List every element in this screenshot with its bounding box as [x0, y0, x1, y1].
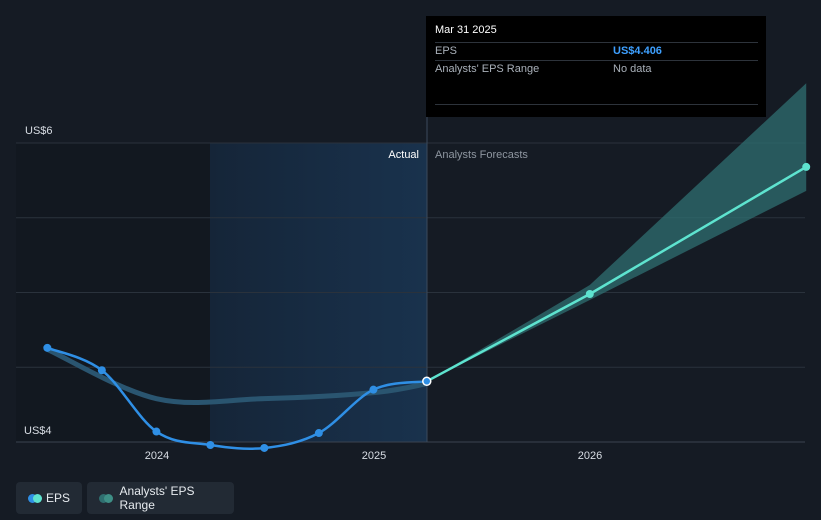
forecast-label: Analysts Forecasts: [435, 149, 528, 161]
eps-point: [314, 429, 323, 438]
tooltip-panel: Mar 31 2025 EPS US$4.406 Analysts' EPS R…: [426, 16, 766, 117]
x-tick-2026: 2026: [578, 450, 602, 462]
y-label-top: US$6: [25, 125, 53, 137]
tooltip-row-range: Analysts' EPS Range No data: [435, 60, 758, 78]
range-legend-icon: [99, 493, 113, 503]
legend-dot-primary: [99, 493, 108, 503]
legend-dot-secondary: [33, 493, 42, 503]
eps-point: [369, 385, 378, 394]
tooltip-eps-label: EPS: [435, 45, 458, 57]
legend-eps-range[interactable]: Analysts' EPS Range: [87, 482, 234, 514]
eps-point: [152, 427, 161, 436]
legend-dot-primary: [28, 493, 37, 503]
legend-eps[interactable]: EPS: [16, 482, 82, 514]
tooltip-row-eps: EPS US$4.406: [435, 42, 758, 60]
eps-point: [422, 376, 432, 387]
eps-point: [43, 343, 52, 352]
legend-range-label: Analysts' EPS Range: [119, 484, 195, 512]
tooltip-divider: [435, 104, 758, 105]
eps-point: [260, 443, 269, 452]
legend-eps-label: EPS: [45, 491, 70, 505]
forecast-point: [802, 162, 811, 171]
legend-dot-secondary: [104, 493, 113, 503]
x-tick-2025: 2025: [362, 450, 386, 462]
tooltip-date: Mar 31 2025: [435, 24, 497, 36]
forecast-point: [585, 289, 594, 298]
eps-point: [97, 366, 106, 375]
eps-line: [46, 346, 427, 450]
y-label-bottom: US$4: [24, 425, 52, 437]
eps-point: [206, 440, 215, 449]
eps-range-band: [426, 83, 807, 382]
actual-label: Actual: [388, 149, 419, 161]
tooltip-range-label: Analysts' EPS Range: [435, 63, 540, 75]
tooltip-range-value: No data: [613, 63, 652, 75]
tooltip-eps-value: US$4.406: [613, 45, 662, 57]
x-tick-2024: 2024: [145, 450, 169, 462]
eps-legend-icon: [28, 493, 42, 503]
